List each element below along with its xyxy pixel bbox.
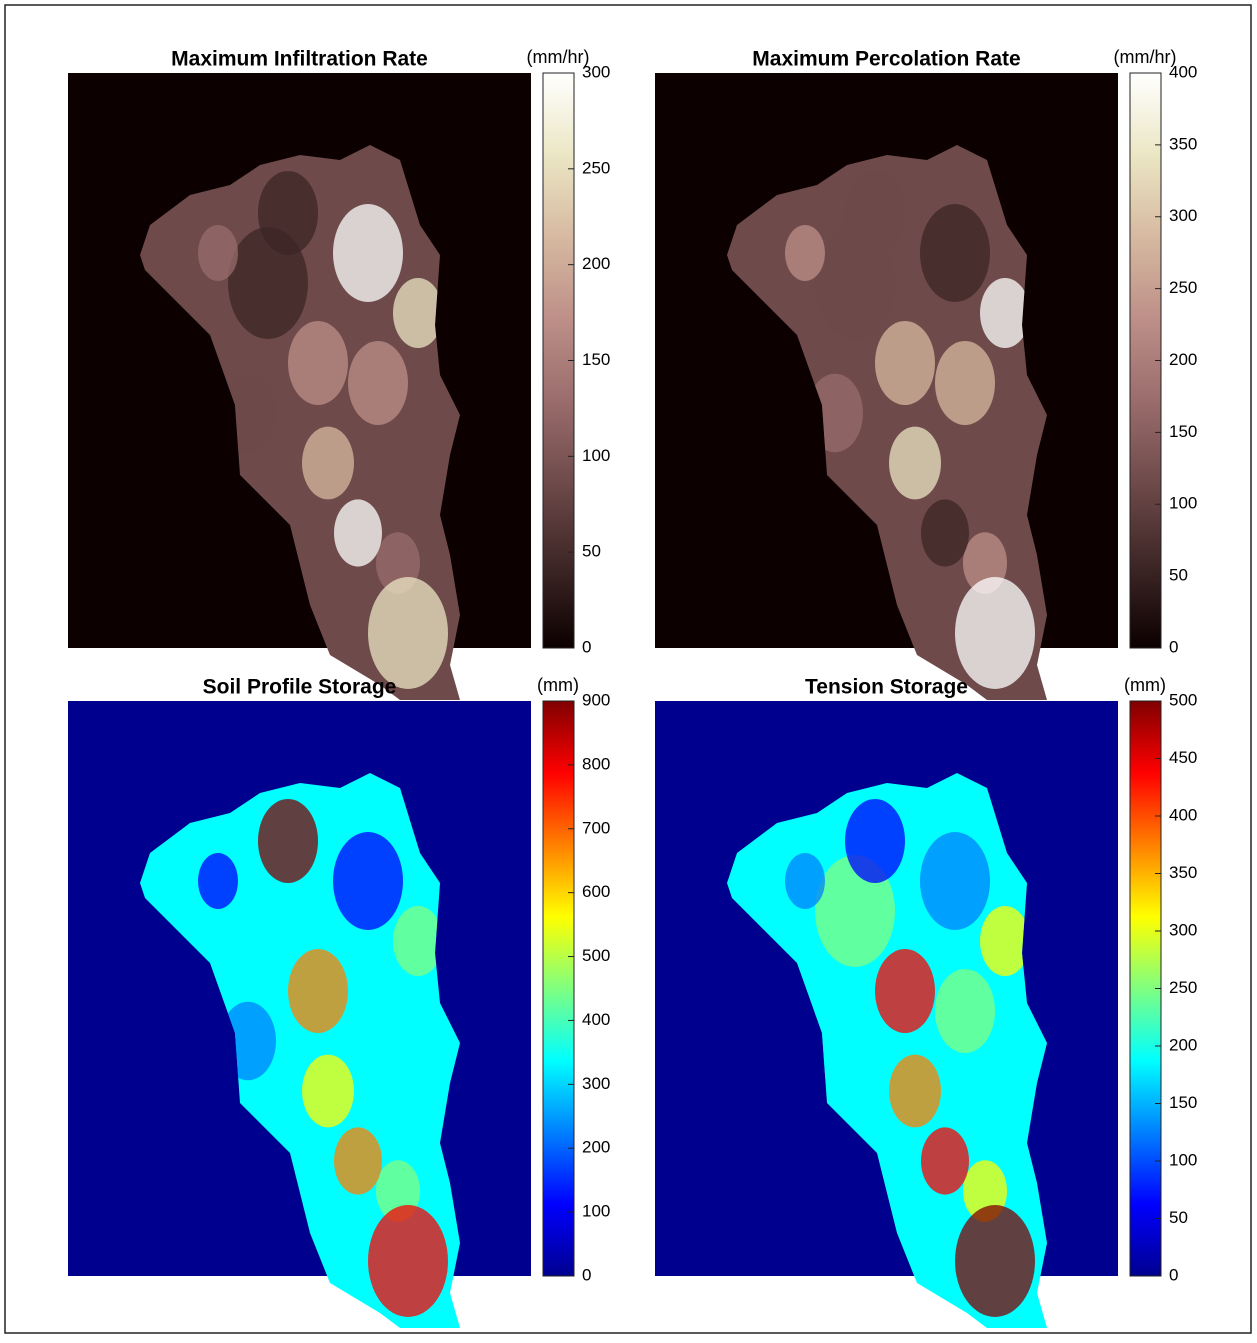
colorbar-tick-label: 350 xyxy=(1169,134,1197,153)
colorbar-tick-label: 100 xyxy=(1169,494,1197,513)
colorbar-tick-label: 500 xyxy=(582,946,610,965)
patch xyxy=(980,278,1030,348)
panel-title: Maximum Percolation Rate xyxy=(752,48,1020,71)
colorbar-tick-label: 400 xyxy=(1169,62,1197,81)
patch xyxy=(333,204,403,302)
patch xyxy=(198,225,238,281)
colorbar-tick-label: 500 xyxy=(1169,690,1197,709)
colorbar-tick-label: 250 xyxy=(1169,978,1197,997)
colorbar-label: (mm) xyxy=(1124,675,1166,695)
colorbar-tick-label: 50 xyxy=(582,542,601,561)
frame xyxy=(4,4,1252,1334)
colorbar-label: (mm/hr) xyxy=(527,47,590,67)
colorbar-tick-label: 0 xyxy=(1169,637,1178,656)
watershed-patches xyxy=(785,171,1035,689)
colorbar-tick-label: 800 xyxy=(582,754,610,773)
colorbar-tick-label: 0 xyxy=(1169,1265,1178,1284)
patch xyxy=(845,799,905,883)
patch xyxy=(921,499,969,567)
colorbar-tick-label: 900 xyxy=(582,690,610,709)
patch xyxy=(955,577,1035,689)
colorbar-tick-label: 400 xyxy=(1169,805,1197,824)
colorbar-tick-label: 50 xyxy=(1169,566,1188,585)
colorbar-tick-label: 50 xyxy=(1169,1208,1188,1227)
colorbar-tick-label: 100 xyxy=(582,446,610,465)
colorbar-label: (mm) xyxy=(537,675,579,695)
patch xyxy=(348,341,408,425)
patch xyxy=(845,171,905,255)
colorbar xyxy=(542,700,575,1277)
colorbar-tick-label: 300 xyxy=(1169,206,1197,225)
panel-title: Tension Storage xyxy=(805,676,968,699)
colorbar-tick-label: 250 xyxy=(582,158,610,177)
patch xyxy=(889,1054,941,1128)
watershed-patches xyxy=(198,171,448,689)
patch xyxy=(334,499,382,567)
patch xyxy=(921,1127,969,1195)
colorbar-tick-label: 350 xyxy=(1169,863,1197,882)
patch xyxy=(368,1205,448,1317)
patch xyxy=(368,577,448,689)
colorbar-tick-label: 200 xyxy=(1169,350,1197,369)
colorbar-tick-label: 150 xyxy=(582,350,610,369)
patch xyxy=(920,204,990,302)
panel-title: Soil Profile Storage xyxy=(203,676,397,699)
patch xyxy=(955,1205,1035,1317)
patch xyxy=(785,225,825,281)
patch xyxy=(334,1127,382,1195)
colorbar-tick-label: 150 xyxy=(1169,1093,1197,1112)
patch xyxy=(302,426,354,500)
colorbar-tick-label: 200 xyxy=(1169,1035,1197,1054)
patch xyxy=(875,321,935,405)
patch xyxy=(348,969,408,1053)
watershed-patches xyxy=(198,799,448,1317)
colorbar-tick-label: 250 xyxy=(1169,278,1197,297)
colorbar-label: (mm/hr) xyxy=(1114,47,1177,67)
colorbar-tick-label: 700 xyxy=(582,818,610,837)
colorbar-tick-label: 100 xyxy=(582,1202,610,1221)
patch xyxy=(302,1054,354,1128)
patch xyxy=(935,341,995,425)
patch xyxy=(288,321,348,405)
patch xyxy=(889,426,941,500)
colorbar-tick-label: 200 xyxy=(582,254,610,273)
panel-title: Maximum Infiltration Rate xyxy=(171,48,428,71)
patch xyxy=(980,906,1030,976)
colorbar-tick-label: 300 xyxy=(1169,920,1197,939)
colorbar-tick-label: 100 xyxy=(1169,1150,1197,1169)
colorbar-tick-label: 450 xyxy=(1169,748,1197,767)
patch xyxy=(920,832,990,930)
patch xyxy=(333,832,403,930)
patch xyxy=(258,171,318,255)
patch xyxy=(198,853,238,909)
patch xyxy=(935,969,995,1053)
patch xyxy=(393,906,443,976)
watershed-patches xyxy=(785,799,1035,1317)
colorbar-tick-label: 0 xyxy=(582,1265,591,1284)
patch xyxy=(258,799,318,883)
patch xyxy=(785,853,825,909)
patch xyxy=(288,949,348,1033)
colorbar-tick-label: 300 xyxy=(582,1074,610,1093)
colorbar-tick-label: 200 xyxy=(582,1138,610,1157)
colorbar-tick-label: 0 xyxy=(582,637,591,656)
colorbar-tick-label: 600 xyxy=(582,882,610,901)
colorbar-tick-label: 150 xyxy=(1169,422,1197,441)
patch xyxy=(393,278,443,348)
colorbar-tick-label: 400 xyxy=(582,1010,610,1029)
patch xyxy=(875,949,935,1033)
colorbar-tick-label: 300 xyxy=(582,62,610,81)
